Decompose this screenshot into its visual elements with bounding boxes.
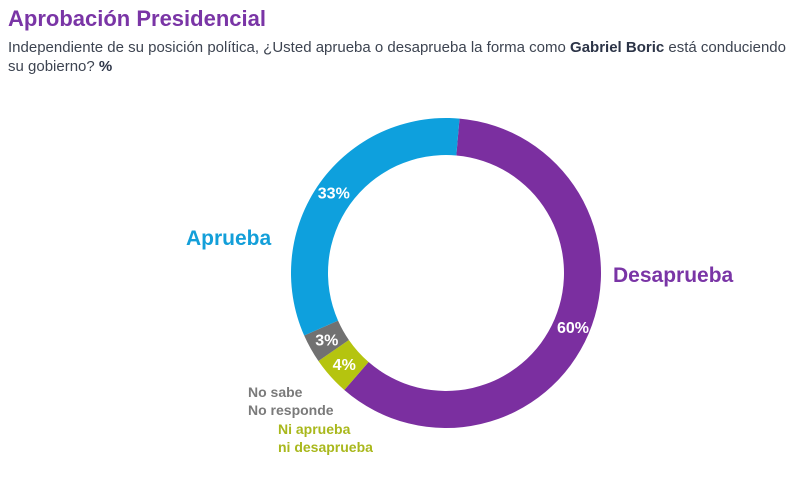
donut-slice-ni-aprueba-ni-desaprueba bbox=[318, 340, 369, 390]
legend-ni-aprueba-line2: ni desaprueba bbox=[278, 439, 373, 455]
legend-desaprueba: Desaprueba bbox=[613, 264, 734, 287]
legend-no-sabe: No sabe No responde bbox=[248, 383, 334, 419]
donut-value-label: 33% bbox=[318, 186, 350, 203]
donut-slice-aprueba bbox=[290, 118, 460, 336]
legend-ni-aprueba: Ni aprueba ni desaprueba bbox=[278, 420, 373, 456]
donut-slice-no-sabe-no-responde bbox=[304, 320, 349, 362]
donut-value-label: 4% bbox=[333, 357, 356, 374]
donut-value-label: 60% bbox=[557, 320, 589, 337]
donut-slice-desaprueba bbox=[344, 118, 602, 429]
legend-aprueba: Aprueba bbox=[186, 227, 272, 250]
unit-label: % bbox=[98, 58, 113, 75]
president-name: Gabriel Boric bbox=[570, 39, 665, 56]
chart-title: Aprobación Presidencial bbox=[8, 6, 266, 31]
legend-no-sabe-line2: No responde bbox=[248, 402, 334, 418]
legend-ni-aprueba-line1: Ni aprueba bbox=[278, 421, 351, 437]
question-text-start: Independiente de su posición política, ¿… bbox=[8, 39, 571, 56]
question-text-end: está conduciendo su gobierno? bbox=[8, 39, 786, 75]
legend-no-sabe-line1: No sabe bbox=[248, 384, 303, 400]
chart-subtitle: Independiente de su posición política, ¿… bbox=[8, 38, 788, 76]
donut-value-label: 3% bbox=[315, 333, 338, 350]
